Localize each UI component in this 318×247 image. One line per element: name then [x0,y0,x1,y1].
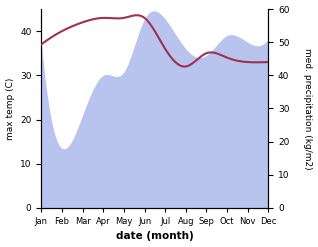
Y-axis label: med. precipitation (kg/m2): med. precipitation (kg/m2) [303,48,313,169]
X-axis label: date (month): date (month) [116,231,194,242]
Y-axis label: max temp (C): max temp (C) [5,77,15,140]
